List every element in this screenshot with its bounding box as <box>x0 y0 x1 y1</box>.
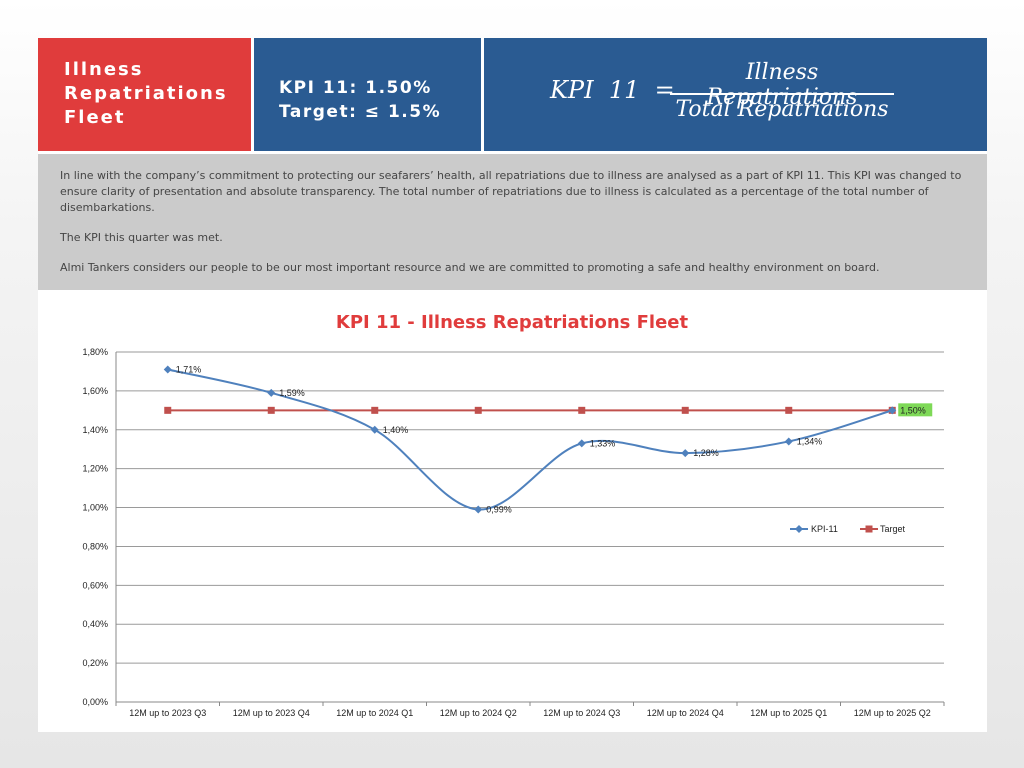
x-tick-label: 12M up to 2024 Q4 <box>647 708 724 718</box>
data-label: 1,33% <box>590 438 616 448</box>
formula-lhs: KPI 11 = <box>550 76 675 104</box>
data-label: 0,99% <box>486 505 512 515</box>
data-label: 1,40% <box>383 425 409 435</box>
kpi-marker <box>681 449 690 458</box>
target-marker <box>164 406 172 414</box>
description-paragraph-3: Almi Tankers considers our people to be … <box>60 261 880 274</box>
formula-box: KPI 11 = Illness Repatriations Total Rep… <box>484 38 987 151</box>
kpi-target: Target: ≤ 1.5% <box>279 102 442 122</box>
data-label: 1,28% <box>693 448 719 458</box>
y-tick-label: 0,60% <box>82 580 108 590</box>
y-tick-label: 1,80% <box>82 347 108 357</box>
data-label: 1,59% <box>279 388 305 398</box>
x-tick-label: 12M up to 2023 Q3 <box>129 708 206 718</box>
legend-target-label: Target <box>880 524 906 534</box>
formula-numerator: Illness Repatriations <box>706 60 858 110</box>
y-tick-label: 0,20% <box>82 658 108 668</box>
formula-fraction-bar <box>670 93 894 95</box>
kpi-marker <box>163 365 172 374</box>
legend-target-marker <box>865 525 873 533</box>
target-marker <box>681 406 689 414</box>
description-panel: In line with the company’s commitment to… <box>38 154 987 290</box>
target-marker <box>578 406 586 414</box>
x-tick-label: 12M up to 2024 Q2 <box>440 708 517 718</box>
kpi-marker <box>370 425 379 434</box>
chart-title: KPI 11 - Illness Repatriations Fleet <box>335 312 689 333</box>
y-tick-label: 0,40% <box>82 619 108 629</box>
x-tick-label: 12M up to 2024 Q1 <box>336 708 413 718</box>
legend-kpi-label: KPI-11 <box>811 524 838 534</box>
kpi-marker <box>267 388 276 397</box>
target-marker <box>371 406 379 414</box>
data-label-highlight <box>898 403 933 417</box>
page-panel: Illness Repatriations Fleet KPI 11: 1.50… <box>38 38 987 732</box>
header: Illness Repatriations Fleet KPI 11: 1.50… <box>38 38 987 151</box>
data-label: 1,50% <box>900 405 926 415</box>
kpi-marker <box>888 406 897 415</box>
target-marker <box>267 406 275 414</box>
kpi-marker <box>474 505 483 514</box>
formula-denominator: Total Repatriations <box>675 97 889 122</box>
kpi-marker <box>577 439 586 448</box>
title-line-1: Illness <box>64 59 144 80</box>
kpi-marker <box>784 437 793 446</box>
title-line-3: Fleet <box>64 107 126 128</box>
y-tick-label: 0,80% <box>82 541 108 551</box>
x-tick-label: 12M up to 2024 Q3 <box>543 708 620 718</box>
target-marker <box>785 406 793 414</box>
x-tick-label: 12M up to 2025 Q2 <box>854 708 931 718</box>
y-tick-label: 1,20% <box>82 464 108 474</box>
y-tick-label: 0,00% <box>82 697 108 707</box>
description-paragraph-2: The KPI this quarter was met. <box>60 231 223 244</box>
target-marker <box>474 406 482 414</box>
kpi-series-line <box>167 368 893 511</box>
x-tick-label: 12M up to 2025 Q1 <box>750 708 827 718</box>
data-label: 1,34% <box>797 436 823 446</box>
y-tick-label: 1,60% <box>82 386 108 396</box>
data-label: 1,71% <box>176 365 202 375</box>
kpi-title-box: Illness Repatriations Fleet <box>38 38 251 151</box>
y-tick-label: 1,40% <box>82 425 108 435</box>
legend-kpi-marker <box>795 525 803 533</box>
y-tick-label: 1,00% <box>82 503 108 513</box>
kpi-value: KPI 11: 1.50% <box>279 78 432 98</box>
description-paragraph-1: In line with the company’s commitment to… <box>60 169 962 214</box>
title-line-2: Repatriations <box>64 83 228 104</box>
x-tick-label: 12M up to 2023 Q4 <box>233 708 310 718</box>
